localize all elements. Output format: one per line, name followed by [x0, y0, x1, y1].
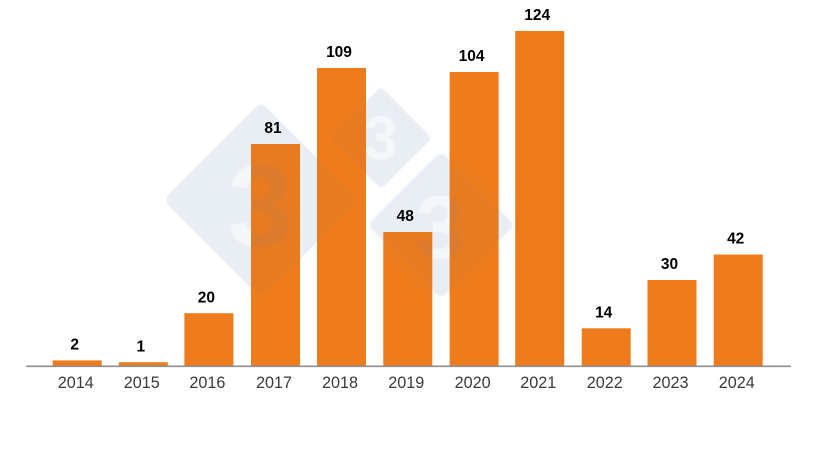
svg-text:2021: 2021 [520, 374, 556, 392]
svg-text:2016: 2016 [189, 374, 225, 392]
svg-text:2023: 2023 [652, 374, 688, 392]
svg-text:1: 1 [136, 338, 145, 355]
svg-text:81: 81 [264, 120, 282, 137]
svg-text:2015: 2015 [124, 374, 160, 392]
svg-text:48: 48 [397, 208, 415, 225]
svg-text:30: 30 [661, 256, 678, 273]
svg-text:42: 42 [727, 231, 744, 248]
svg-text:109: 109 [326, 44, 352, 61]
svg-text:2020: 2020 [455, 374, 491, 392]
svg-text:2024: 2024 [719, 374, 755, 392]
svg-text:2014: 2014 [58, 374, 94, 392]
svg-text:2017: 2017 [256, 374, 292, 392]
svg-text:2018: 2018 [322, 374, 358, 392]
svg-text:20: 20 [198, 289, 215, 306]
svg-text:14: 14 [595, 305, 613, 322]
svg-text:2022: 2022 [587, 374, 623, 392]
svg-text:124: 124 [524, 7, 550, 24]
svg-text:2019: 2019 [388, 374, 424, 392]
svg-text:3: 3 [364, 104, 398, 173]
svg-text:104: 104 [459, 48, 485, 65]
svg-text:2: 2 [70, 337, 79, 354]
